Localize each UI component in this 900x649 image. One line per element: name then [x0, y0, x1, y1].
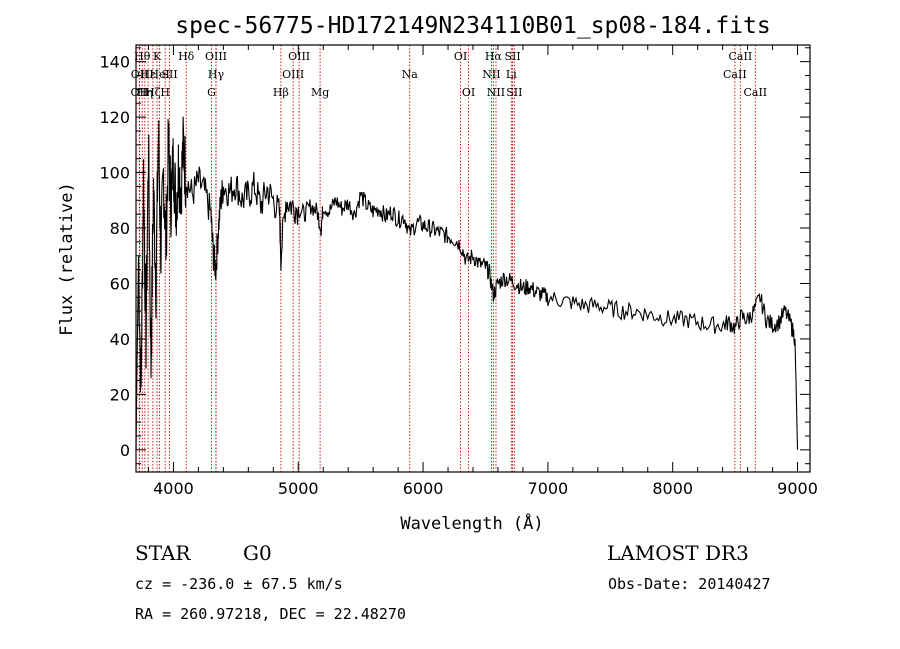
- spectrum-line: [135, 116, 799, 450]
- line-label: Hη: [137, 86, 153, 99]
- y-tick-label: 0: [120, 441, 130, 460]
- x-tick-label: 4000: [153, 479, 194, 498]
- plot-axes: 4000 5000 6000 7000 8000 9000 0 20 40 60 80 100 120 1…: [99, 44, 818, 498]
- line-label: Mg: [311, 86, 329, 99]
- line-label: OI: [462, 86, 475, 99]
- observation-date: Obs-Date: 20140427: [608, 575, 771, 593]
- y-tick-label: 20: [110, 385, 130, 404]
- x-tick-label: 9000: [777, 479, 818, 498]
- line-label: OII: [131, 68, 149, 81]
- line-label: NII: [482, 68, 500, 81]
- line-label: H: [160, 86, 170, 99]
- y-axis-label: Flux (relative): [57, 182, 77, 336]
- chart-title: spec-56775-HD172149N234110B01_sp08-184.f…: [175, 13, 770, 39]
- line-label: Na: [402, 68, 419, 81]
- line-label: OIII: [282, 68, 304, 81]
- line-label: Hγ: [208, 68, 225, 81]
- line-label: Hδ: [178, 50, 195, 63]
- emission-line-markers: [138, 45, 756, 472]
- x-tick-label: 6000: [403, 479, 444, 498]
- y-tick-label: 80: [110, 219, 130, 238]
- line-label: Hζ: [145, 86, 161, 99]
- line-label: K: [153, 50, 162, 63]
- line-label: Hα: [485, 50, 503, 63]
- line-label: OI: [454, 50, 467, 63]
- line-label: Hβ: [273, 86, 289, 99]
- line-label: Hθ: [134, 50, 151, 63]
- line-label: OIII: [205, 50, 227, 63]
- y-tick-label: 120: [99, 108, 130, 127]
- subclass: G0: [243, 541, 272, 565]
- object-type: STAR: [135, 541, 191, 565]
- line-label: SII: [506, 86, 522, 99]
- line-label: SII: [504, 50, 520, 63]
- line-label: HeI: [149, 68, 169, 81]
- x-tick-label: 7000: [528, 479, 569, 498]
- y-tick-label: 60: [110, 274, 130, 293]
- survey-name: LAMOST DR3: [607, 541, 749, 565]
- line-label: OIII: [288, 50, 310, 63]
- line-label: CaII: [723, 68, 747, 81]
- x-tick-label: 5000: [278, 479, 319, 498]
- x-axis-label: Wavelength (Å): [400, 512, 543, 534]
- coordinates: RA = 260.97218, DEC = 22.48270: [135, 605, 406, 623]
- line-label: CaII: [729, 50, 753, 63]
- line-label: Li: [506, 68, 517, 81]
- line-labels: OIIOIIHθHηHεHζKHeIHSIIHδGOIIIHγHβOIIIOII…: [131, 50, 768, 99]
- redshift-velocity: cz = -236.0 ± 67.5 km/s: [135, 575, 343, 593]
- line-label: SII: [161, 68, 177, 81]
- y-tick-label: 100: [99, 164, 130, 183]
- line-label: G: [207, 86, 216, 99]
- y-tick-label: 140: [99, 53, 130, 72]
- x-tick-label: 8000: [652, 479, 693, 498]
- line-label: NII: [487, 86, 505, 99]
- line-label: OII: [131, 86, 149, 99]
- y-tick-label: 40: [110, 330, 130, 349]
- line-label: Hε: [140, 68, 156, 81]
- line-label: CaII: [743, 86, 767, 99]
